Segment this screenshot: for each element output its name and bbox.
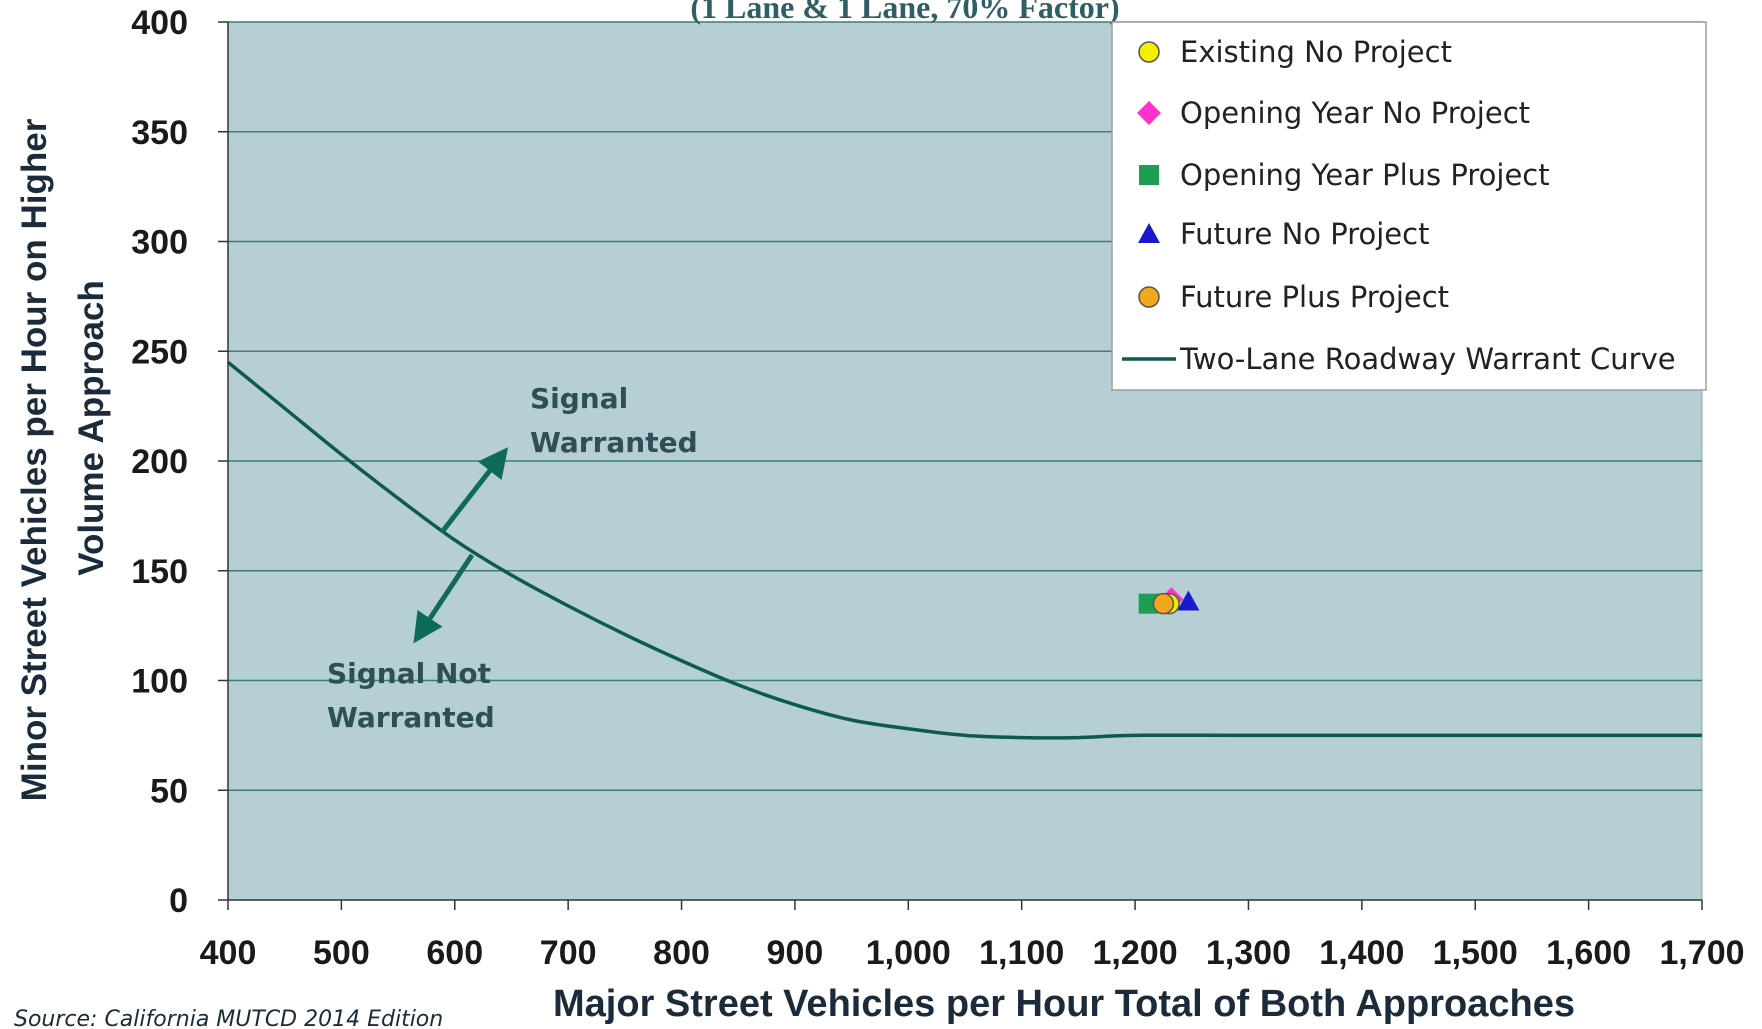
x-tick-label: 900 xyxy=(767,934,824,972)
legend-label: Future Plus Project xyxy=(1180,280,1449,314)
legend-label: Opening Year No Project xyxy=(1180,96,1530,130)
axes: 0 50 100 150 200 250 300 350 400 400 500 600 700 800 9… xyxy=(131,4,1744,972)
y-tick-label: 200 xyxy=(131,443,188,481)
x-tick-label: 500 xyxy=(313,934,370,972)
legend: Existing No Project Opening Year No Proje… xyxy=(1111,21,1707,391)
x-axis-title: Major Street Vehicles per Hour Total of … xyxy=(553,983,1575,1025)
y-tick-label: 0 xyxy=(169,882,188,920)
data-point-future-plus-project xyxy=(1152,592,1175,615)
y-tick-label: 250 xyxy=(131,333,188,371)
signal-warranted-label-line1: Signal xyxy=(530,382,628,415)
x-tick-label: 400 xyxy=(200,934,257,972)
signal-not-warranted-label-line1: Signal Not xyxy=(327,657,491,690)
x-tick-label: 600 xyxy=(426,934,483,972)
data-points xyxy=(1138,587,1200,615)
warrant-curve-layer xyxy=(226,360,1702,740)
data-point-opening-year-plus-project xyxy=(1138,593,1159,614)
not-warranted-arrow xyxy=(413,553,475,644)
y-axis-title-line1: Minor Street Vehicles per Hour on Higher xyxy=(15,118,54,801)
warranted-arrow xyxy=(440,447,509,534)
source-note: Source: California MUTCD 2014 Edition xyxy=(14,1007,443,1029)
x-tick-label: 1,700 xyxy=(1659,934,1744,972)
legend-label: Existing No Project xyxy=(1180,35,1452,69)
x-tick-label: 1,000 xyxy=(866,934,951,972)
x-tick-label: 1,300 xyxy=(1206,934,1291,972)
legend-marker-future-plus-project xyxy=(1138,286,1160,308)
x-tick-label: 800 xyxy=(653,934,710,972)
y-tick-label: 400 xyxy=(131,4,188,42)
x-tick-label: 1,500 xyxy=(1433,934,1518,972)
signal-not-warranted-label-line2: Warranted xyxy=(327,701,495,734)
x-tick-label: 1,200 xyxy=(1093,934,1178,972)
legend-label: Opening Year Plus Project xyxy=(1180,158,1550,192)
legend-box xyxy=(1111,21,1707,391)
x-tick-label: 1,400 xyxy=(1319,934,1404,972)
legend-marker-future-no-project xyxy=(1138,223,1160,243)
y-tick-label: 50 xyxy=(150,772,188,810)
x-tick-label: 1,100 xyxy=(979,934,1064,972)
warrant-curve-line xyxy=(226,360,1702,740)
y-tick-label: 100 xyxy=(131,663,188,701)
x-tick-label: 700 xyxy=(540,934,597,972)
y-tick-label: 350 xyxy=(131,114,188,152)
y-tick-label: 150 xyxy=(131,553,188,591)
legend-label: Two-Lane Roadway Warrant Curve xyxy=(1179,342,1676,376)
legend-marker-opening-year-plus-project xyxy=(1139,165,1159,185)
y-tick-label: 300 xyxy=(131,224,188,262)
x-tick-label: 1,600 xyxy=(1546,934,1631,972)
chart-title: (1 Lane & 1 Lane, 70% Factor) xyxy=(690,0,1119,25)
y-axis-title-line2: Volume Approach xyxy=(72,280,111,576)
legend-label: Future No Project xyxy=(1180,217,1429,251)
legend-marker-existing-no-project xyxy=(1138,41,1160,63)
signal-warranted-label-line2: Warranted xyxy=(530,426,698,459)
data-point-future-no-project xyxy=(1177,590,1200,611)
legend-marker-opening-year-no-project xyxy=(1137,101,1161,125)
